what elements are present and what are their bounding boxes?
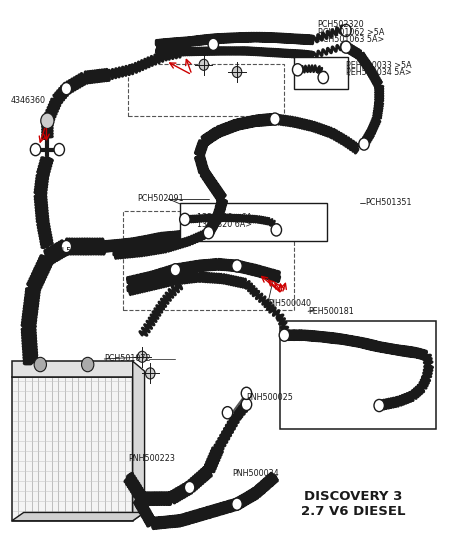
Circle shape (241, 387, 252, 399)
Circle shape (61, 83, 72, 95)
Circle shape (199, 59, 209, 70)
Text: PCH501351: PCH501351 (365, 198, 411, 207)
Bar (294, 57, 348, 89)
Circle shape (137, 351, 147, 362)
Text: DISCOVERY 3
2.7 V6 DIESEL: DISCOVERY 3 2.7 V6 DIESEL (301, 490, 405, 518)
Circle shape (271, 224, 282, 236)
Text: PEH500033 >5A: PEH500033 >5A (346, 61, 411, 70)
Bar (12, 377, 133, 521)
Text: 4346360: 4346360 (10, 96, 46, 105)
Text: PIH500040: PIH500040 (268, 299, 311, 308)
Circle shape (180, 213, 190, 225)
Circle shape (279, 329, 290, 341)
Bar (12, 361, 133, 377)
Circle shape (232, 66, 242, 78)
Bar (280, 321, 436, 429)
Circle shape (374, 399, 384, 412)
Circle shape (203, 227, 214, 239)
Circle shape (341, 41, 351, 53)
Polygon shape (12, 512, 145, 521)
Circle shape (34, 357, 46, 372)
Circle shape (359, 138, 369, 150)
Circle shape (222, 407, 233, 419)
Text: PEL500016: PEL500016 (52, 247, 96, 256)
Bar (123, 211, 294, 310)
Text: PEH500181: PEH500181 (308, 307, 354, 316)
Circle shape (82, 357, 94, 372)
Text: PNH500034: PNH500034 (232, 469, 279, 478)
Circle shape (241, 398, 252, 411)
Text: PCH501062 >5A: PCH501062 >5A (318, 28, 384, 37)
Circle shape (318, 71, 328, 84)
Text: 13S1820 6A>: 13S1820 6A> (197, 220, 252, 229)
Text: PCH502320: PCH502320 (318, 20, 364, 29)
Bar (128, 64, 284, 116)
Circle shape (146, 368, 155, 379)
Circle shape (54, 143, 64, 156)
Text: 1322036 >6A: 1322036 >6A (197, 213, 252, 222)
Polygon shape (133, 361, 145, 521)
Circle shape (341, 24, 351, 37)
Circle shape (30, 143, 41, 156)
Circle shape (41, 113, 54, 129)
Text: PEH500034 5A>: PEH500034 5A> (346, 68, 411, 77)
Circle shape (270, 113, 280, 125)
Circle shape (208, 38, 219, 50)
Text: PCH502091: PCH502091 (137, 194, 184, 203)
Circle shape (292, 64, 303, 76)
Circle shape (232, 260, 242, 272)
Text: PNH500025: PNH500025 (246, 393, 293, 402)
Circle shape (170, 264, 181, 276)
Text: PCH501063 5A>: PCH501063 5A> (318, 35, 384, 44)
Bar (180, 203, 327, 241)
Circle shape (232, 498, 242, 510)
Text: PCH501072: PCH501072 (104, 355, 151, 363)
Circle shape (184, 481, 195, 494)
Text: PNH500223: PNH500223 (128, 454, 175, 463)
Circle shape (61, 240, 72, 253)
